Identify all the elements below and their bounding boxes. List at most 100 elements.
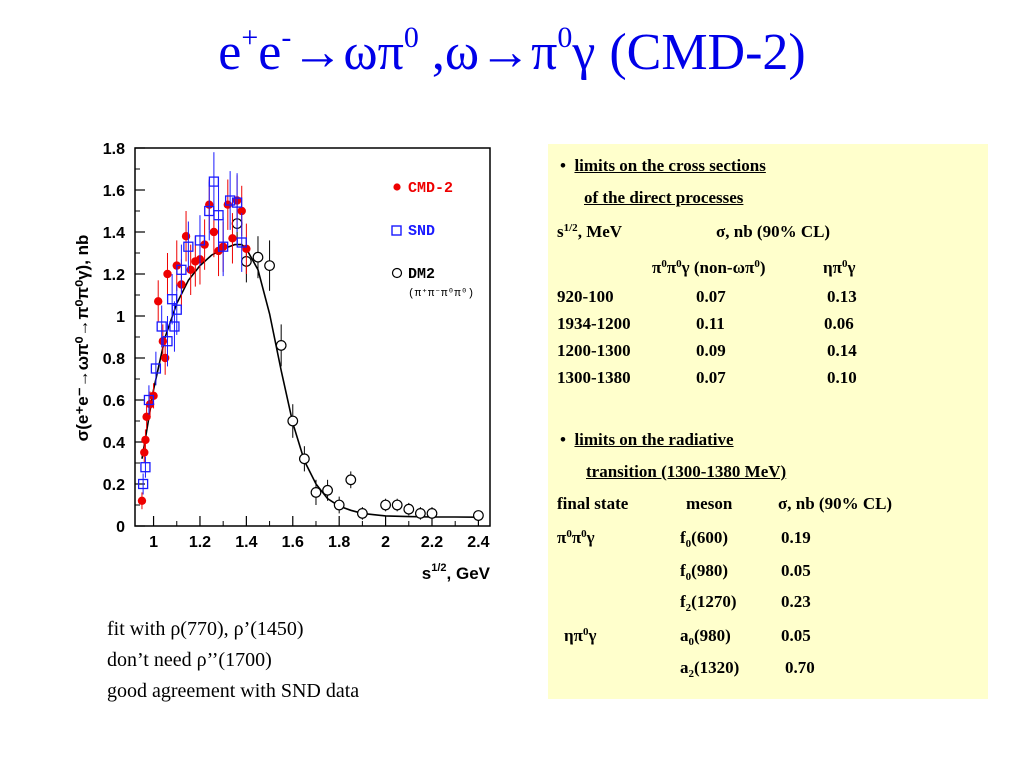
legend: CMD-2 SND DM2 (π⁺π⁻π⁰π⁰)	[391, 180, 474, 300]
data-point-dm2	[345, 474, 357, 486]
meson-row: a2(1320)	[680, 658, 740, 680]
data-point-dm2	[356, 508, 368, 519]
y-tick-label: 0.2	[103, 477, 125, 494]
meson-row-value: 0.19	[781, 528, 811, 547]
note-line: good agreement with SND data	[107, 680, 360, 702]
meson-row: f0(980)	[680, 561, 728, 583]
y-tick-label: 1	[116, 309, 125, 326]
y-tick-label: 1.6	[103, 183, 125, 200]
data-point-dm2	[403, 503, 415, 515]
meson-row: a0(980)	[680, 626, 731, 648]
col-energy: s1/2, MeV	[557, 222, 623, 241]
col-sigma: σ, nb (90% CL)	[716, 222, 831, 241]
data-point-snd	[150, 363, 162, 374]
meson-row: f0(600)	[680, 528, 728, 550]
x-tick-label: 2	[381, 534, 390, 551]
limit-row-value2: 0.14	[827, 341, 857, 360]
data-point-snd	[208, 176, 220, 187]
plot-frame	[134, 147, 491, 527]
legend-label-cmd2: CMD-2	[408, 180, 453, 197]
meson-row: f2(1270)	[680, 592, 737, 614]
slide-title: e+e-→ωπ0 ,ω→π0γ (CMD-2)	[218, 21, 806, 82]
x-axis-label: s1/2, GeV	[422, 562, 491, 583]
data-point-dm2	[252, 251, 264, 263]
x-tick-label: 2.4	[467, 534, 489, 551]
x-tick-label: 2.2	[421, 534, 443, 551]
data-point-snd	[176, 264, 187, 275]
data-point-snd	[169, 321, 180, 332]
fit-notes: fit with ρ(770), ρ’(1450) don’t need ρ’’…	[107, 614, 359, 707]
data-point-cmd2	[137, 496, 147, 505]
data-point-snd	[143, 394, 155, 406]
fit-curve	[141, 243, 479, 518]
data-point-cmd2	[163, 269, 172, 279]
legend-sublabel-dm2: (π⁺π⁻π⁰π⁰)	[408, 288, 474, 300]
col-meson: meson	[686, 494, 733, 513]
limit-row-range: 1934-1200	[557, 314, 631, 333]
data-point-snd	[171, 304, 182, 315]
data-point-dm2	[380, 499, 391, 511]
data-point-dm2	[472, 510, 484, 521]
limit-row-value2: 0.06	[824, 314, 854, 333]
meson-row-value: 0.23	[781, 592, 811, 611]
data-point-snd	[218, 241, 229, 252]
state-pi0pi0gamma: π0π0γ	[557, 528, 595, 547]
section2-heading-line2: transition (1300-1380 MeV)	[586, 462, 787, 481]
data-point-cmd2	[181, 232, 191, 241]
y-tick-label: 0	[116, 519, 125, 536]
limit-row-value2: 0.10	[827, 368, 857, 387]
legend-marker-dm2	[391, 267, 403, 279]
x-tick-label: 1.6	[282, 534, 304, 551]
legend-marker-cmd2	[393, 183, 401, 191]
data-point-dm2	[426, 508, 438, 519]
data-point-snd	[194, 235, 206, 246]
data-points	[137, 152, 484, 521]
data-point-snd	[236, 237, 247, 248]
data-point-cmd2	[154, 297, 163, 306]
data-point-cmd2	[228, 234, 237, 243]
limit-row-value1: 0.09	[696, 341, 726, 360]
legend-label-snd: SND	[408, 223, 435, 240]
x-tick-label: 1.2	[189, 534, 211, 551]
y-tick-label: 0.6	[103, 393, 125, 410]
data-point-snd	[162, 336, 173, 347]
data-point-snd	[224, 195, 236, 206]
meson-row-value: 0.05	[781, 626, 811, 645]
data-point-cmd2	[237, 206, 246, 216]
data-point-cmd2	[160, 353, 170, 363]
y-tick-label: 1.4	[103, 225, 125, 242]
data-point-snd	[156, 321, 167, 332]
y-ticks: 0 0.2 0.4 0.6 0.8 1 1.2 1.4 1.6 1.8	[103, 141, 145, 536]
limit-row-value2: 0.13	[827, 287, 857, 306]
data-point-cmd2	[141, 435, 150, 445]
data-point-cmd2	[209, 227, 219, 237]
data-point-dm2	[275, 339, 287, 351]
cross-section-chart: 1 1.2 1.4 1.6 1.8 2 2.2 2.4 0 0.2 0.4 0.6 0.8 1 1.2 1.…	[73, 141, 491, 583]
legend-marker-snd	[391, 225, 402, 236]
data-point-snd	[183, 241, 194, 252]
data-point-dm2	[298, 453, 310, 465]
channel-etapi0gamma: ηπ0γ	[823, 258, 856, 277]
x-tick-label: 1.8	[328, 534, 350, 551]
meson-row-value: 0.70	[785, 658, 815, 677]
data-point-dm2	[414, 508, 426, 519]
data-point-dm2	[287, 415, 299, 427]
section1-heading: • limits on the cross sections	[560, 156, 766, 175]
data-point-cmd2	[142, 412, 151, 421]
data-point-dm2	[322, 484, 333, 496]
x-tick-label: 1	[149, 534, 158, 551]
data-point-snd	[137, 478, 149, 490]
meson-row-value: 0.05	[781, 561, 811, 580]
section1-heading-line2: of the direct processes	[584, 188, 744, 207]
data-point-cmd2	[186, 265, 195, 274]
data-point-dm2	[264, 260, 275, 272]
note-line: don’t need ρ’’(1700)	[107, 649, 272, 671]
y-axis-label: σ(e⁺e⁻→ωπ⁰→π⁰π⁰γ), nb	[73, 235, 92, 442]
data-point-snd	[231, 197, 243, 208]
data-point-dm2	[391, 499, 403, 511]
legend-label-dm2: DM2	[408, 266, 435, 283]
y-tick-label: 0.8	[103, 351, 125, 368]
x-tick-label: 1.4	[235, 534, 257, 551]
limits-panel: • limits on the cross sections of the di…	[548, 144, 988, 699]
data-point-snd	[213, 210, 224, 221]
